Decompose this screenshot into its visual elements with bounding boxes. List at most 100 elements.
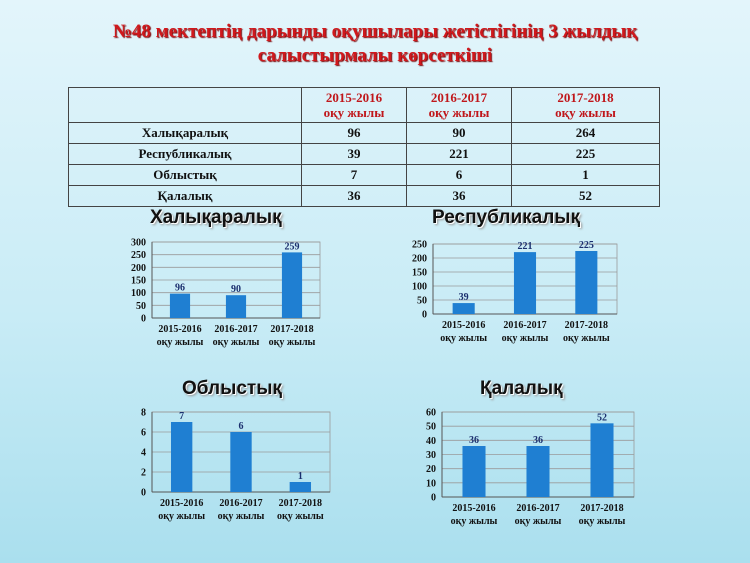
x-tick-label-sub: оқу жылы — [269, 337, 316, 348]
y-tick-label: 250 — [131, 250, 146, 261]
y-tick-label: 300 — [131, 238, 146, 249]
y-tick-label: 0 — [422, 310, 427, 321]
chart-title-city: Қалалық — [480, 378, 563, 399]
bar-value-label: 36 — [469, 435, 479, 446]
y-tick-label: 150 — [131, 276, 146, 287]
page-title-line2: салыстырмалы көрсеткіші — [257, 45, 493, 66]
header-year-sub: оқу жылы — [555, 105, 616, 120]
x-tick-label-sub: оқу жылы — [213, 337, 260, 348]
summary-table: 2015-2016 оқу жылы 2016-2017 оқу жылы 20… — [68, 87, 660, 207]
x-tick-label: 2015-2016 — [160, 498, 203, 509]
y-tick-label: 30 — [426, 450, 436, 461]
y-tick-label: 40 — [426, 436, 436, 447]
bar-value-label: 39 — [459, 292, 469, 303]
table-cell: 225 — [511, 143, 660, 165]
table-cell: 1 — [511, 164, 660, 186]
y-tick-label: 100 — [412, 282, 427, 293]
bar — [513, 252, 537, 314]
x-tick-label: 2017-2018 — [279, 498, 322, 509]
bar-value-label: 221 — [518, 241, 533, 252]
bar — [452, 303, 475, 314]
table-header-row: 2015-2016 оқу жылы 2016-2017 оқу жылы 20… — [68, 87, 660, 123]
bar — [170, 422, 193, 492]
chart-title-regional: Облыстық — [182, 378, 282, 399]
page-title: №48 мектептің дарынды оқушылары жетістіг… — [0, 20, 750, 68]
bar-value-label: 225 — [579, 240, 594, 251]
header-year: 2017-2018 — [557, 90, 614, 105]
x-tick-label-sub: оқу жылы — [451, 516, 498, 527]
y-tick-label: 200 — [412, 254, 427, 265]
header-year-sub: оқу жылы — [323, 105, 385, 120]
table-header-cell — [68, 87, 302, 123]
x-tick-label-sub: оқу жылы — [502, 333, 549, 344]
x-tick-label-sub: оқу жылы — [218, 511, 265, 522]
table-cell: 221 — [406, 143, 512, 165]
row-label: Халықаралық — [68, 122, 302, 144]
x-tick-label: 2016-2017 — [219, 498, 262, 509]
bar-chart-republic: 0 50 100 150 200 250 39 2015-2016 оқу жылы 221 201… — [412, 240, 618, 344]
x-tick-label-sub: оқу жылы — [158, 511, 205, 522]
bar-value-label: 6 — [239, 421, 244, 432]
bar — [526, 446, 550, 497]
row-label: Республикалық — [68, 143, 302, 165]
bar-chart-city: 0 10 20 30 40 50 60 36 2015-2016 оқу жылы 36 2016-2… — [426, 408, 635, 527]
header-year: 2016-2017 — [430, 90, 488, 105]
y-tick-label: 50 — [417, 296, 427, 307]
page-title-line1: №48 мектептің дарынды оқушылары жетістіг… — [112, 21, 638, 42]
table-row: Облыстық 7 6 1 — [68, 164, 660, 186]
bar — [575, 251, 598, 314]
y-tick-label: 20 — [426, 464, 436, 475]
x-tick-label: 2015-2016 — [442, 320, 485, 331]
x-tick-label: 2015-2016 — [452, 503, 495, 514]
y-tick-label: 200 — [131, 263, 146, 274]
table-row: Қалалық 36 36 52 — [68, 185, 660, 207]
table-header-cell: 2015-2016 оқу жылы — [301, 87, 407, 123]
y-tick-label: 100 — [131, 288, 146, 299]
table-header-cell: 2016-2017 оқу жылы — [406, 87, 512, 123]
x-tick-label: 2015-2016 — [158, 324, 201, 335]
table-cell: 90 — [406, 122, 512, 144]
y-tick-label: 10 — [426, 478, 436, 489]
table-cell: 7 — [301, 164, 407, 186]
x-tick-label: 2017-2018 — [270, 324, 313, 335]
y-tick-label: 0 — [141, 314, 146, 325]
y-tick-label: 0 — [431, 493, 436, 504]
x-tick-label-sub: оқу жылы — [515, 516, 562, 527]
x-tick-label: 2016-2017 — [516, 503, 559, 514]
bar-value-label: 259 — [285, 241, 300, 252]
y-tick-label: 50 — [136, 301, 146, 312]
header-year-sub: оқу жылы — [428, 105, 490, 120]
table-cell: 39 — [301, 143, 407, 165]
x-tick-label-sub: оқу жылы — [563, 333, 610, 344]
bar-value-label: 1 — [298, 471, 303, 482]
y-tick-label: 150 — [412, 268, 427, 279]
chart-title-republic: Республикалық — [432, 207, 581, 228]
bar — [225, 295, 247, 318]
bar — [590, 423, 614, 497]
table-row: Халықаралық 96 90 264 — [68, 122, 660, 144]
bar — [169, 293, 191, 318]
table-cell: 36 — [301, 185, 407, 207]
table-cell: 96 — [301, 122, 407, 144]
table-cell: 6 — [406, 164, 512, 186]
bar — [462, 446, 486, 497]
y-tick-label: 60 — [426, 408, 436, 419]
chart-title-international: Халықаралық — [150, 207, 282, 228]
x-tick-label: 2016-2017 — [503, 320, 546, 331]
bar-value-label: 52 — [597, 412, 607, 423]
x-tick-label-sub: оқу жылы — [440, 333, 487, 344]
x-tick-label: 2017-2018 — [580, 503, 623, 514]
table-header-cell: 2017-2018 оқу жылы — [511, 87, 660, 123]
y-tick-label: 8 — [141, 408, 146, 419]
bar — [281, 252, 303, 318]
bar-value-label: 36 — [533, 435, 543, 446]
table-cell: 36 — [406, 185, 512, 207]
y-tick-label: 6 — [141, 428, 146, 439]
bar-value-label: 90 — [231, 284, 241, 295]
bar — [230, 432, 252, 492]
table-row: Республикалық 39 221 225 — [68, 143, 660, 165]
x-tick-label: 2016-2017 — [214, 324, 257, 335]
y-tick-label: 0 — [141, 488, 146, 499]
bar-value-label: 96 — [175, 283, 185, 294]
